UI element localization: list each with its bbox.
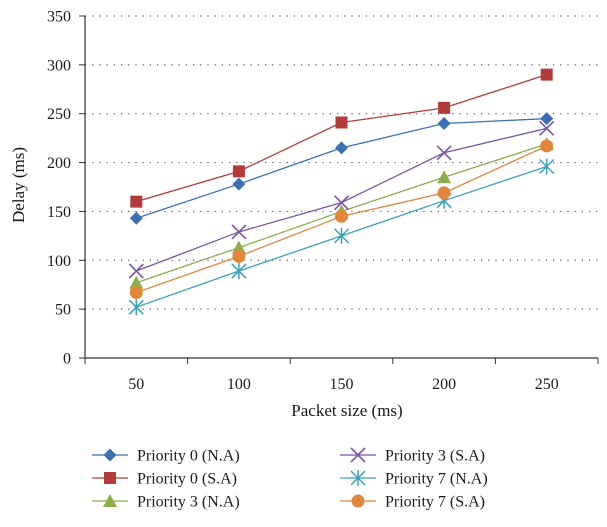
data-point-square — [335, 116, 348, 129]
legend-item: Priority 7 (N.A) — [340, 470, 488, 488]
y-tick-label: 200 — [47, 155, 71, 172]
legend-label: Priority 0 (N.A) — [137, 448, 240, 465]
data-point-star — [333, 227, 350, 244]
data-point-x — [333, 195, 350, 211]
legend-marker-circle — [351, 494, 365, 508]
data-point-diamond — [335, 141, 348, 155]
y-tick-label: 100 — [47, 253, 71, 270]
legend-marker-triangle — [103, 494, 117, 507]
y-tick-label: 300 — [47, 57, 71, 74]
y-tick-label: 50 — [55, 302, 71, 319]
legend-item: Priority 3 (S.A) — [340, 447, 485, 465]
gridlines — [85, 15, 598, 310]
series-4 — [128, 120, 555, 279]
legend-label: Priority 3 (S.A) — [385, 448, 485, 465]
legend-marker-star — [350, 470, 366, 486]
tick-labels: 0 50 100 150 200 250 300 350 50 100 150 200 250 — [47, 9, 559, 394]
data-point-x — [231, 224, 247, 240]
legend-marker-x — [350, 447, 366, 463]
legend-item: Priority 0 (S.A) — [92, 471, 237, 488]
y-tick-label: 350 — [47, 9, 71, 26]
x-tick-label: 200 — [432, 376, 456, 393]
data-point-circle — [540, 139, 554, 153]
data-point-triangle — [129, 275, 144, 289]
data-point-circle — [232, 249, 246, 263]
data-point-triangle — [231, 240, 246, 254]
legend-label: Priority 7 (N.A) — [385, 471, 488, 488]
data-point-diamond — [437, 116, 451, 130]
data-point-square — [540, 68, 553, 81]
data-point-x — [436, 145, 452, 161]
data-point-star — [128, 299, 144, 316]
y-tick-label: 0 — [63, 351, 71, 368]
x-tick-label: 250 — [535, 376, 559, 393]
axes — [79, 15, 599, 364]
series-6 — [129, 139, 554, 300]
data-point-circle — [437, 186, 451, 200]
data-point-square — [130, 195, 143, 208]
legend-marker-square — [104, 472, 116, 484]
y-tick-label: 150 — [47, 204, 71, 221]
x-tick-label: 50 — [128, 376, 144, 393]
data-point-diamond — [232, 177, 246, 191]
legend-item: Priority 7 (S.A) — [340, 494, 485, 511]
data-point-circle — [335, 209, 348, 223]
data-point-square — [232, 165, 245, 178]
data-point-star — [231, 263, 247, 280]
data-point-x — [539, 120, 555, 136]
data-point-circle — [129, 286, 143, 300]
x-axis-title: Packet size (ms) — [291, 401, 402, 420]
legend-item: Priority 0 (N.A) — [92, 448, 240, 465]
series-1 — [129, 112, 554, 225]
y-tick-label: 250 — [47, 106, 71, 123]
data-point-diamond — [129, 211, 143, 225]
series-line — [136, 74, 547, 203]
legend-label: Priority 0 (S.A) — [137, 471, 237, 488]
data-point-star — [539, 158, 555, 175]
legend-item: Priority 3 (N.A) — [92, 494, 240, 511]
series-5 — [128, 158, 555, 316]
y-axis-title: Delay (ms) — [9, 147, 28, 223]
legend-marker-diamond — [103, 448, 117, 462]
data-point-triangle — [437, 170, 452, 184]
legend-label: Priority 3 (N.A) — [137, 494, 240, 511]
data-point-diamond — [540, 112, 554, 126]
data-point-square — [438, 101, 451, 114]
x-tick-label: 150 — [330, 376, 354, 393]
legend: Priority 0 (N.A) Priority 0 (S.A) Priority… — [92, 447, 488, 511]
series-lines — [128, 68, 555, 316]
legend-label: Priority 7 (S.A) — [385, 494, 485, 511]
series-2 — [130, 68, 553, 208]
x-tick-label: 100 — [227, 376, 251, 393]
data-point-x — [128, 263, 144, 279]
